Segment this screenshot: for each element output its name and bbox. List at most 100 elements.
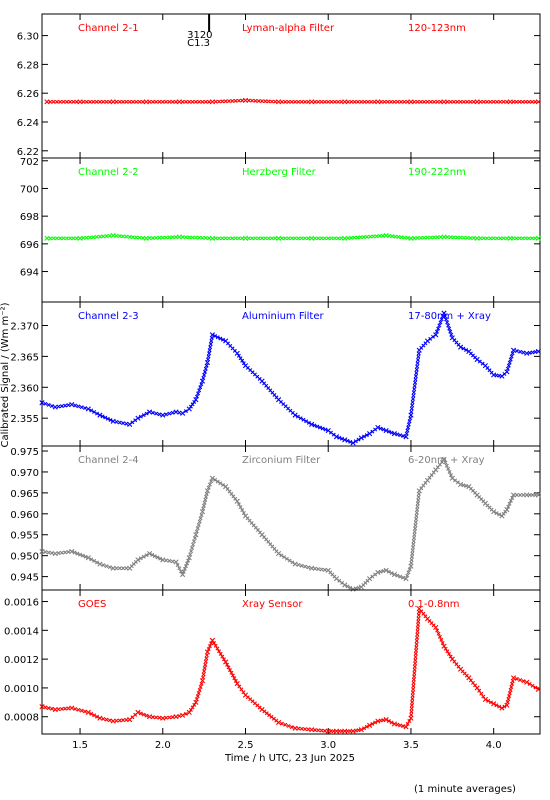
data-point <box>535 492 541 498</box>
data-point <box>160 99 165 104</box>
data-point <box>114 99 119 104</box>
data-point <box>76 404 81 409</box>
data-point <box>339 236 344 241</box>
data-point <box>180 712 186 718</box>
data-point <box>481 236 486 241</box>
data-point <box>213 477 218 482</box>
data-point <box>144 553 149 558</box>
data-point <box>527 681 532 686</box>
data-point <box>510 681 515 686</box>
data-point <box>124 717 129 722</box>
data-point <box>527 350 532 355</box>
data-point <box>530 350 535 355</box>
data-point <box>174 99 179 104</box>
data-point <box>379 99 384 104</box>
y-tick-label: 6.30 <box>17 32 39 43</box>
data-point <box>437 634 442 639</box>
data-point <box>283 236 288 241</box>
data-point <box>414 370 419 375</box>
data-point <box>207 236 212 241</box>
data-point <box>295 414 300 419</box>
data-point <box>491 509 497 515</box>
data-point <box>192 702 197 707</box>
data-point <box>416 622 420 627</box>
data-point <box>306 727 311 732</box>
data-point <box>432 235 437 240</box>
data-point <box>209 332 216 338</box>
data-point <box>39 548 45 555</box>
data-point <box>488 700 493 705</box>
data-point <box>316 99 321 104</box>
data-point <box>232 676 237 681</box>
data-point <box>391 571 397 578</box>
data-point <box>208 342 213 347</box>
data-point <box>443 460 448 465</box>
data-point <box>407 419 412 424</box>
data-point <box>193 397 199 403</box>
data-point <box>190 545 195 550</box>
panel-filter-label: Xray Sensor <box>242 599 303 610</box>
data-point <box>514 492 519 497</box>
data-point <box>448 99 453 104</box>
data-point <box>180 99 185 104</box>
data-point <box>408 99 414 105</box>
data-point <box>206 357 210 362</box>
data-point <box>146 550 153 557</box>
panel-5: 0.0008 0.0010 0.0012 0.0014 0.0016 GOES Xray S… <box>4 589 541 735</box>
data-point <box>439 637 444 642</box>
data-point <box>220 99 225 104</box>
data-point <box>299 726 304 731</box>
data-point <box>451 235 456 240</box>
data-point <box>507 360 512 365</box>
data-point <box>359 99 364 104</box>
data-point <box>468 99 473 104</box>
data-point <box>52 550 58 557</box>
data-point <box>409 561 414 565</box>
data-point <box>411 539 416 544</box>
data-point <box>229 670 234 675</box>
data-point <box>80 553 85 558</box>
data-point <box>371 234 376 239</box>
panel-band-label: 0.1-0.8nm <box>408 599 460 610</box>
data-point <box>154 235 159 240</box>
data-point <box>240 358 245 363</box>
data-point <box>518 349 523 354</box>
data-point <box>353 439 358 444</box>
data-point <box>319 236 324 241</box>
data-point <box>97 99 102 104</box>
data-point <box>445 99 450 104</box>
data-point <box>514 99 519 104</box>
x-tick-label: 2.5 <box>238 740 254 751</box>
data-point <box>124 566 129 571</box>
data-point <box>389 720 394 725</box>
data-point <box>410 548 415 553</box>
data-point <box>518 678 523 682</box>
data-point <box>85 555 91 561</box>
data-point <box>154 715 159 720</box>
data-point <box>436 326 441 331</box>
data-point <box>283 722 288 727</box>
data-point <box>383 567 389 573</box>
data-point <box>117 566 122 571</box>
data-point <box>530 236 535 241</box>
data-point <box>504 369 510 375</box>
data-point <box>349 99 354 104</box>
data-point <box>101 234 106 239</box>
data-point <box>438 235 443 240</box>
data-point <box>316 567 321 572</box>
data-point <box>352 99 357 104</box>
data-point <box>292 561 298 567</box>
data-point <box>241 510 246 515</box>
data-point <box>299 99 304 104</box>
data-point <box>193 532 199 538</box>
data-point <box>409 409 414 414</box>
data-point <box>410 696 415 701</box>
data-point <box>474 99 480 105</box>
data-point <box>94 99 99 104</box>
data-point <box>191 542 196 547</box>
data-point <box>69 402 75 408</box>
data-point <box>167 235 172 240</box>
data-point <box>494 511 499 516</box>
data-point <box>445 320 450 325</box>
